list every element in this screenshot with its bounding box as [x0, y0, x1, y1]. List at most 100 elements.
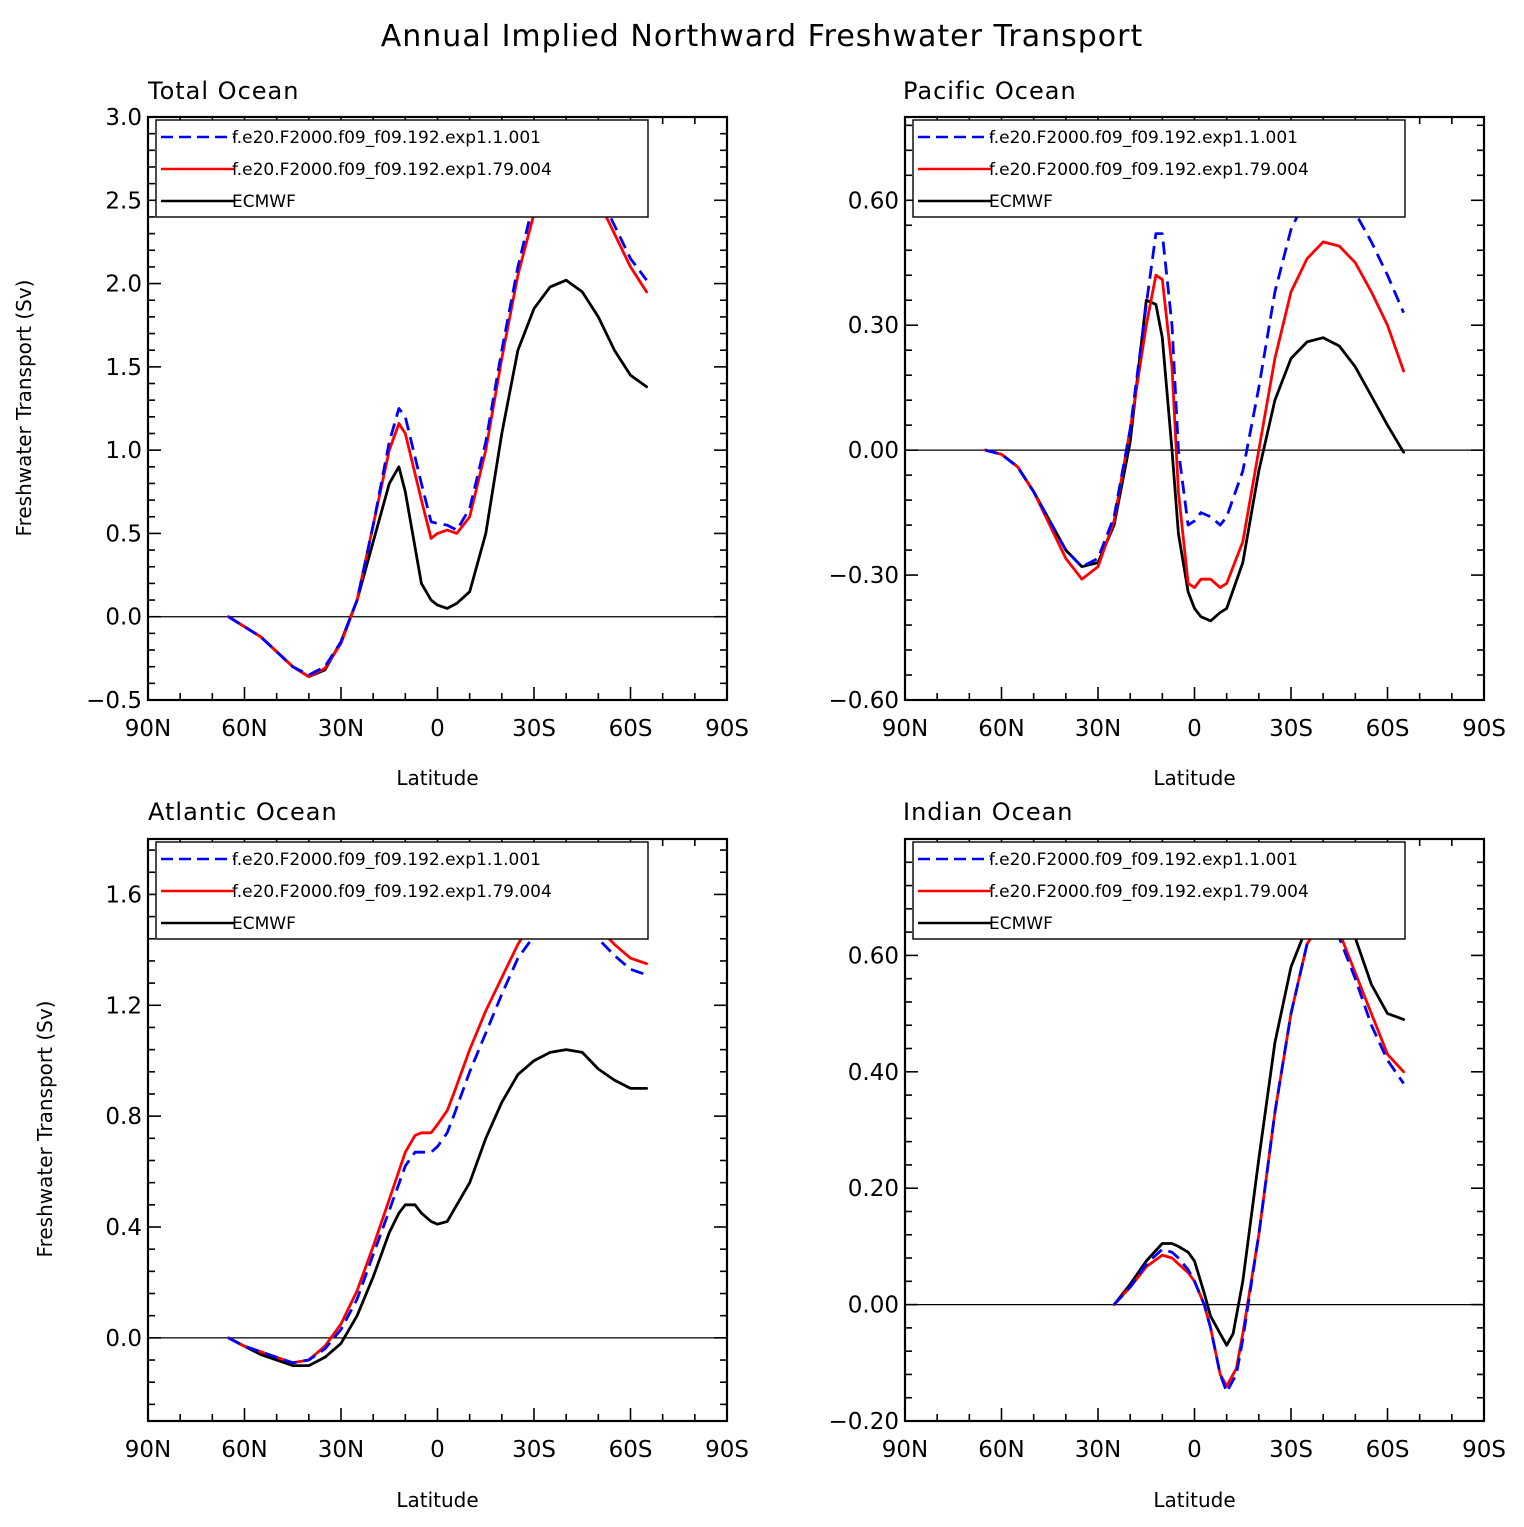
y-tick-label: 2.5	[105, 188, 142, 214]
legend-frame	[912, 841, 1406, 940]
x-tick-label: 0	[1187, 1437, 1202, 1463]
plot-area: 90N 60N 30N 0 30S 60S 90S −0.60 −0.30 0.00 0.30 0.6…	[829, 115, 1506, 742]
y-tick-label: −0.30	[829, 563, 899, 589]
x-tick-label: 60N	[978, 1437, 1024, 1463]
series-line-ecmwf	[984, 298, 1405, 623]
legend-label: ECMWF	[232, 192, 296, 212]
x-tick-label: 90S	[705, 716, 749, 742]
y-tick-label: 0.40	[848, 1060, 899, 1086]
legend: f.e20.F2000.f09_f09.192.exp1.1.001 f.e20.…	[912, 119, 1406, 218]
x-tick-label: 90S	[705, 1437, 749, 1463]
legend: f.e20.F2000.f09_f09.192.exp1.1.001 f.e20.…	[155, 841, 649, 940]
y-tick-label: 0.30	[848, 313, 899, 339]
y-tick-label: 0.8	[105, 1104, 142, 1130]
series-line-ecmwf	[1112, 895, 1405, 1347]
series-line-f-e20-f2000-f09-f09-192-exp1-79-004	[227, 901, 648, 1365]
y-axis-label: Freshwater Transport (Sv)	[33, 1001, 57, 1258]
panel-title: Indian Ocean	[903, 798, 1074, 826]
figure-title: Annual Implied Northward Freshwater Tran…	[381, 19, 1143, 54]
legend-label: f.e20.F2000.f09_f09.192.exp1.1.001	[232, 128, 541, 148]
x-tick-label: 90S	[1462, 716, 1506, 742]
y-tick-label: 0.60	[848, 943, 899, 969]
x-tick-label: 30N	[1075, 1437, 1121, 1463]
x-tick-label: 90N	[125, 716, 171, 742]
y-tick-label: 0.20	[848, 1176, 899, 1202]
x-tick-label: 60S	[609, 716, 653, 742]
x-tick-label: 30S	[512, 1437, 556, 1463]
y-tick-label: 0.0	[105, 1326, 142, 1352]
y-tick-label: 3.0	[105, 105, 142, 131]
y-tick-label: 1.5	[105, 355, 142, 381]
x-tick-label: 60N	[221, 1437, 267, 1463]
panel-pacific-ocean: Pacific Ocean Latitude 90N 60N 30N 0 30S 60S 9…	[829, 77, 1506, 790]
legend-frame	[155, 119, 649, 218]
x-tick-label: 30S	[1269, 716, 1313, 742]
x-tick-label: 30S	[512, 716, 556, 742]
legend-frame	[912, 119, 1406, 218]
plot-area: 90N 60N 30N 0 30S 60S 90S −0.5 0.0 0.5 1.0 1.5 2.0 2.…	[86, 105, 749, 742]
legend: f.e20.F2000.f09_f09.192.exp1.1.001 f.e20.…	[912, 841, 1406, 940]
legend-label: f.e20.F2000.f09_f09.192.exp1.79.004	[989, 160, 1309, 180]
series-line-ecmwf	[227, 1048, 648, 1367]
x-tick-label: 60N	[978, 716, 1024, 742]
y-tick-label: 0.5	[105, 521, 142, 547]
legend-label: f.e20.F2000.f09_f09.192.exp1.1.001	[989, 128, 1298, 148]
legend-label: f.e20.F2000.f09_f09.192.exp1.1.001	[232, 850, 541, 870]
legend-label: ECMWF	[232, 914, 296, 934]
x-tick-label: 60S	[1366, 716, 1410, 742]
panel-title: Pacific Ocean	[903, 77, 1077, 105]
x-tick-label: 90N	[882, 716, 928, 742]
legend-label: f.e20.F2000.f09_f09.192.exp1.79.004	[232, 160, 552, 180]
panel-indian-ocean: Indian Ocean Latitude 90N 60N 30N 0 30S 60S 90…	[829, 798, 1506, 1512]
legend-label: f.e20.F2000.f09_f09.192.exp1.79.004	[232, 882, 552, 902]
x-axis-label: Latitude	[1153, 766, 1235, 790]
x-tick-label: 30S	[1269, 1437, 1313, 1463]
plot-area: 90N 60N 30N 0 30S 60S 90S 0.0 0.4 0.8 1.2 1.6 f.e20.…	[105, 837, 749, 1463]
x-axis-label: Latitude	[396, 766, 478, 790]
y-tick-label: −0.5	[86, 688, 142, 714]
plot-area: 90N 60N 30N 0 30S 60S 90S −0.20 0.00 0.20 0.40 0.60…	[829, 837, 1506, 1463]
x-tick-label: 0	[430, 1437, 445, 1463]
panel-title: Atlantic Ocean	[148, 798, 338, 826]
x-tick-label: 90N	[125, 1437, 171, 1463]
panel-atlantic-ocean: Atlantic Ocean Freshwater Transport (Sv)…	[33, 798, 749, 1512]
x-tick-label: 60S	[609, 1437, 653, 1463]
series-line-f-e20-f2000-f09-f09-192-exp1-79-004	[984, 240, 1405, 589]
legend: f.e20.F2000.f09_f09.192.exp1.1.001 f.e20.…	[155, 119, 649, 218]
y-axis-label: Freshwater Transport (Sv)	[12, 280, 36, 537]
x-tick-label: 90N	[882, 1437, 928, 1463]
x-axis-label: Latitude	[396, 1488, 478, 1512]
legend-frame	[155, 841, 649, 940]
y-tick-label: 0.4	[105, 1215, 142, 1241]
x-tick-label: 30N	[318, 1437, 364, 1463]
legend-label: ECMWF	[989, 192, 1053, 212]
series-line-f-e20-f2000-f09-f09-192-exp1-79-004	[227, 158, 648, 679]
x-tick-label: 60S	[1366, 1437, 1410, 1463]
y-tick-label: 1.6	[105, 882, 142, 908]
x-tick-label: 30N	[1075, 716, 1121, 742]
x-tick-label: 60N	[221, 716, 267, 742]
y-tick-label: 0.00	[848, 1293, 899, 1319]
y-tick-label: 0.00	[848, 438, 899, 464]
y-tick-label: 2.0	[105, 272, 142, 298]
x-tick-label: 0	[1187, 716, 1202, 742]
y-tick-label: 0.0	[105, 605, 142, 631]
panel-title: Total Ocean	[147, 77, 299, 105]
legend-label: ECMWF	[989, 914, 1053, 934]
series-line-f-e20-f2000-f09-f09-192-exp1-1-001	[227, 148, 648, 677]
y-tick-label: 0.60	[848, 188, 899, 214]
panel-total-ocean: Total Ocean Freshwater Transport (Sv) La…	[12, 77, 749, 790]
x-axis-label: Latitude	[1153, 1488, 1235, 1512]
legend-label: f.e20.F2000.f09_f09.192.exp1.1.001	[989, 850, 1298, 870]
y-tick-label: −0.60	[829, 688, 899, 714]
x-tick-label: 0	[430, 716, 445, 742]
y-tick-label: 1.0	[105, 438, 142, 464]
series-line-f-e20-f2000-f09-f09-192-exp1-1-001	[985, 182, 1405, 569]
y-tick-label: 1.2	[105, 993, 142, 1019]
legend-label: f.e20.F2000.f09_f09.192.exp1.79.004	[989, 882, 1309, 902]
x-tick-label: 30N	[318, 716, 364, 742]
y-tick-label: −0.20	[829, 1409, 899, 1435]
x-tick-label: 90S	[1462, 1437, 1506, 1463]
series-line-f-e20-f2000-f09-f09-192-exp1-1-001	[227, 918, 648, 1365]
